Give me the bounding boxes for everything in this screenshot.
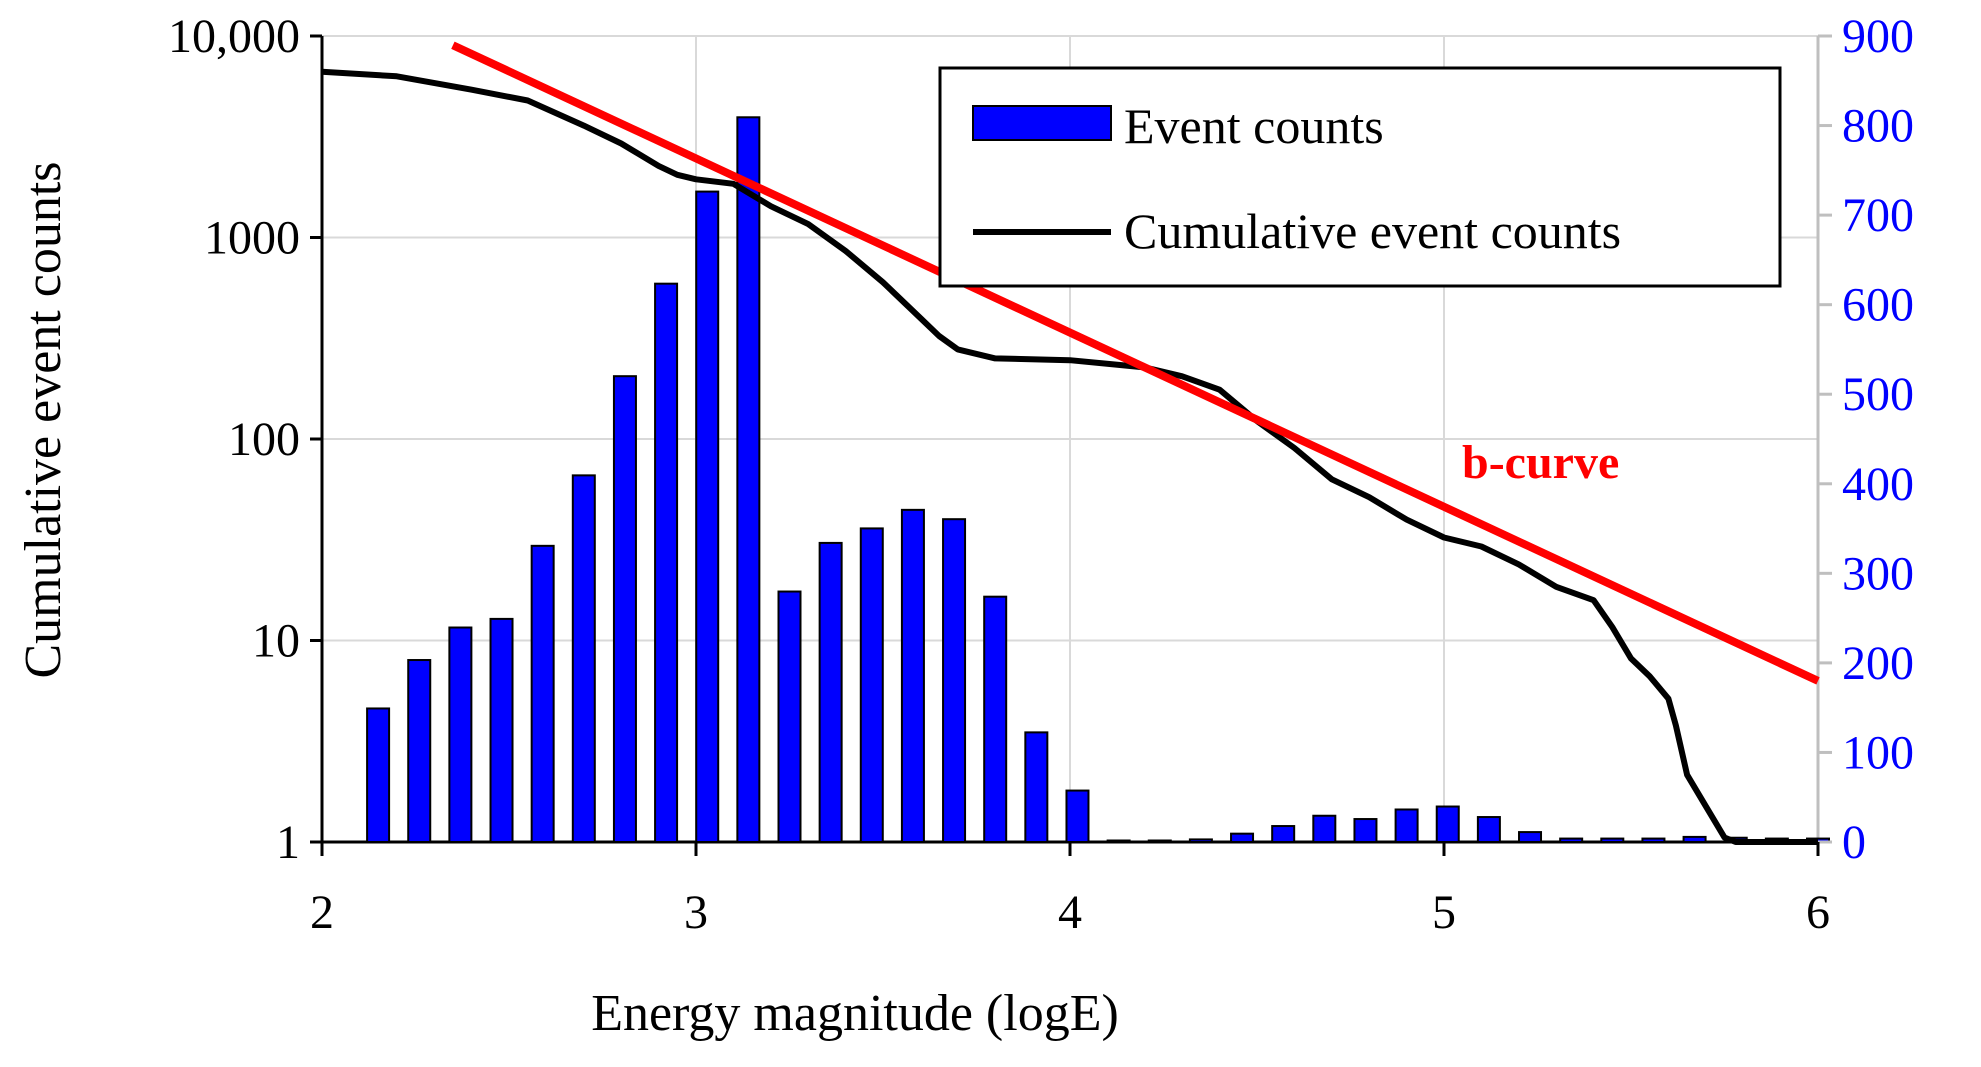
x-tick-label: 3 [684,886,708,939]
event-count-bar [1271,825,1296,844]
legend-label-event-counts: Event counts [1124,98,1384,154]
x-tick-label: 2 [310,886,334,939]
right-tick-label: 600 [1842,279,1914,332]
event-count-bar [654,282,679,843]
x-axis-ticks: 2 3 4 5 6 [310,842,1830,939]
y-axis-title: Cumulative event counts [15,161,72,678]
event-count-bar [777,590,802,843]
event-count-bar [1065,789,1090,843]
event-count-bar [736,116,761,843]
event-count-bar [530,544,555,843]
event-count-bar [1559,837,1584,844]
right-tick-label: 300 [1842,547,1914,600]
event-count-bar [1147,839,1172,843]
left-axis-ticks: 1 10 100 1000 10,000 [168,10,322,869]
event-count-bars [366,116,1830,844]
event-count-bar [1641,837,1666,844]
event-count-bar [571,474,596,843]
event-count-bar [983,595,1008,844]
right-tick-label: 100 [1842,726,1914,779]
event-count-bar [1394,808,1419,844]
event-count-bar [1682,835,1707,844]
right-tick-label: 900 [1842,10,1914,63]
event-count-bar [818,541,843,843]
x-tick-label: 5 [1432,886,1456,939]
x-tick-label: 6 [1806,886,1830,939]
event-count-bar [859,527,884,843]
event-count-bar [448,626,473,843]
left-tick-label: 10,000 [168,10,300,63]
right-tick-label: 700 [1842,189,1914,242]
event-count-bar [1600,837,1625,844]
event-count-bar [1230,832,1255,843]
b-curve-fit-line [451,41,1820,685]
event-count-bar [1435,805,1460,844]
event-count-bar [942,518,967,844]
event-count-bar [695,190,720,844]
x-axis-title: Energy magnitude (logE) [591,985,1119,1042]
event-count-bar [1106,839,1131,843]
event-count-bar [1312,814,1337,843]
legend: Event counts Cumulative event counts [938,66,1782,288]
legend-label-cumulative: Cumulative event counts [1124,203,1621,259]
cumulative-event-counts-line [321,68,1818,845]
event-count-bar [366,707,391,843]
legend-swatch-event-counts [972,105,1112,141]
right-tick-label: 200 [1842,637,1914,690]
x-tick-label: 4 [1058,886,1082,939]
b-curve-annotation: b-curve [1462,436,1619,489]
right-axis-ticks: 0 100 200 300 400 500 600 700 800 900 [1818,10,1914,869]
right-tick-label: 0 [1842,816,1866,869]
event-count-bar [489,617,514,844]
event-count-bar [900,508,925,843]
left-tick-label: 10 [252,615,300,668]
legend-box [938,66,1782,288]
left-tick-label: 100 [228,413,300,466]
left-tick-label: 1000 [204,212,300,265]
event-count-bar [1353,818,1378,843]
left-tick-label: 1 [276,816,300,869]
right-tick-label: 500 [1842,368,1914,421]
right-tick-label: 800 [1842,100,1914,153]
event-count-bar [1476,816,1501,843]
event-count-bar [407,659,432,843]
right-tick-label: 400 [1842,458,1914,511]
event-count-bar [612,375,637,843]
event-count-bar [1024,731,1049,844]
event-count-bar [1188,838,1213,843]
event-count-bar [1518,831,1543,844]
